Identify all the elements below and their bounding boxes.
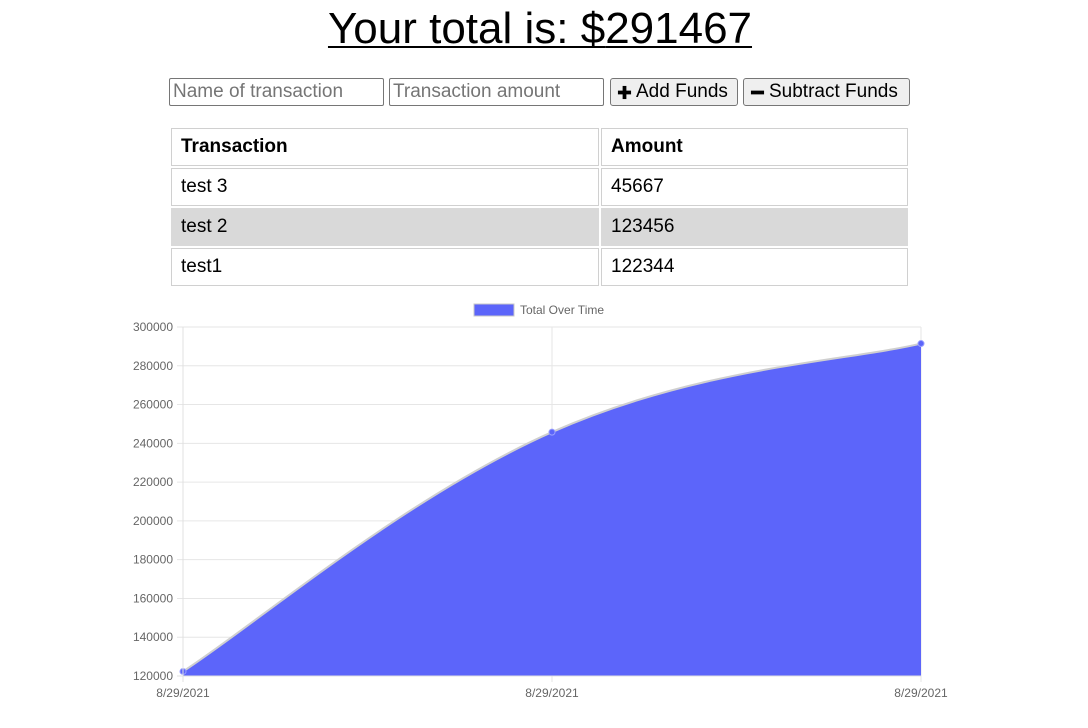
table-row: test 3 45667 <box>171 168 908 206</box>
chart-area-layer <box>179 340 925 676</box>
minus-icon <box>750 90 765 94</box>
legend-swatch[interactable] <box>473 303 515 317</box>
table-row: test1 122344 <box>171 248 908 286</box>
y-tick-label: 120000 <box>133 669 173 683</box>
y-tick-label: 200000 <box>133 514 173 528</box>
transaction-name-cell: test 3 <box>171 168 599 206</box>
total-heading: Your total is: $291467 <box>0 3 1080 55</box>
chart-axes: 120000 140000 160000 180000 200000 220000 2400… <box>133 320 948 700</box>
transaction-amount-input[interactable] <box>389 78 604 106</box>
transaction-name-cell: test1 <box>171 248 599 286</box>
x-tick-label: 8/29/2021 <box>156 686 210 700</box>
transaction-amount-cell: 122344 <box>601 248 908 286</box>
y-tick-label: 300000 <box>133 320 173 334</box>
transactions-table: Transaction Amount test 3 45667 test 2 1… <box>169 126 910 288</box>
total-over-time-chart: 120000 140000 160000 180000 200000 220000 2400… <box>133 303 948 700</box>
transaction-name-input[interactable] <box>169 78 384 106</box>
column-header-transaction: Transaction <box>171 128 599 166</box>
subtract-funds-button[interactable]: Subtract Funds <box>743 78 910 106</box>
y-tick-label: 180000 <box>133 553 173 567</box>
data-point <box>548 428 556 436</box>
x-tick-label: 8/29/2021 <box>525 686 579 700</box>
transaction-amount-cell: 123456 <box>601 208 908 246</box>
add-funds-label: Add Funds <box>636 81 728 102</box>
transaction-amount-cell: 45667 <box>601 168 908 206</box>
chart-legend: Total Over Time <box>473 303 604 317</box>
y-tick-label: 220000 <box>133 475 173 489</box>
plus-icon <box>617 85 632 99</box>
column-header-amount: Amount <box>601 128 908 166</box>
x-tick-label: 8/29/2021 <box>894 686 948 700</box>
legend-label: Total Over Time <box>520 303 604 317</box>
y-tick-label: 160000 <box>133 591 173 605</box>
table-row: test 2 123456 <box>171 208 908 246</box>
total-label: Your total is: $ <box>327 4 606 53</box>
y-tick-label: 260000 <box>133 398 173 412</box>
total-value: 291467 <box>605 4 753 53</box>
add-funds-button[interactable]: Add Funds <box>610 78 738 106</box>
transaction-name-cell: test 2 <box>171 208 599 246</box>
y-tick-label: 140000 <box>133 630 173 644</box>
subtract-funds-label: Subtract Funds <box>769 81 898 102</box>
series-area-fill <box>183 343 921 676</box>
data-point <box>917 340 925 348</box>
y-tick-label: 280000 <box>133 359 173 373</box>
table-header-row: Transaction Amount <box>171 128 908 166</box>
y-tick-label: 240000 <box>133 436 173 450</box>
